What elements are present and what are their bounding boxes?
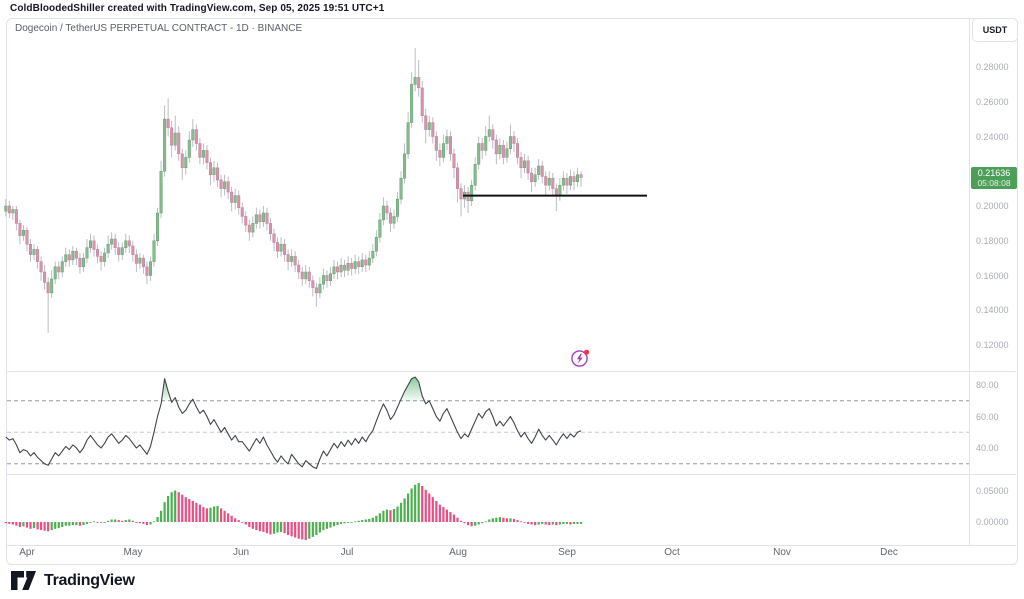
rsi-axis-label: 40.00 — [976, 443, 999, 453]
month-label: Oct — [664, 547, 680, 558]
month-label: Nov — [773, 547, 791, 558]
price-axis-label: 0.26000 — [976, 96, 1009, 107]
price-axis-label: 0.20000 — [976, 201, 1009, 211]
price-axis-label: 0.16000 — [976, 270, 1009, 281]
notification-dot — [584, 349, 590, 355]
symbol-title: Dogecoin / TetherUS PERPETUAL CONTRACT -… — [15, 23, 303, 34]
bar-close-countdown: 05:08:08 — [977, 177, 1011, 188]
tradingview-logo-text: TradingView — [44, 571, 135, 589]
lightning-icon — [571, 349, 590, 367]
attribution-text: ColdBloodedShiller created with TradingV… — [10, 3, 385, 14]
macd-axis-label: 0.05000 — [976, 486, 1009, 496]
price-axis-label: 0.28000 — [976, 62, 1009, 72]
month-label: May — [123, 547, 143, 558]
rsi-axis-label: 60.00 — [976, 411, 999, 422]
month-label: Aug — [449, 547, 467, 558]
month-label: Apr — [19, 547, 35, 558]
price-axis-label: 0.12000 — [976, 340, 1009, 350]
rsi-axis-label: 80.00 — [976, 380, 999, 390]
current-price-tag: 0.21636 05:08:08 — [971, 166, 1017, 189]
price-axis-label: 0.24000 — [976, 131, 1009, 142]
tradingview-mark — [11, 571, 36, 590]
footer-logo[interactable]: TradingView — [10, 570, 135, 591]
price-axis-label: 0.14000 — [976, 305, 1009, 316]
month-label: Dec — [880, 547, 898, 558]
current-price-value: 0.21636 — [977, 167, 1011, 178]
month-label: Jun — [232, 547, 250, 558]
boost-button[interactable] — [570, 348, 591, 369]
month-label: Sep — [558, 547, 576, 558]
month-label: Jul — [340, 547, 354, 558]
macd-axis-label: 0.00000 — [976, 517, 1009, 527]
currency-unit-box: USDT — [972, 18, 1018, 42]
chart-widget: Dogecoin / TetherUS PERPETUAL CONTRACT -… — [6, 18, 1018, 565]
currency-unit-label: USDT — [982, 25, 1008, 35]
price-axis-label: 0.18000 — [976, 235, 1009, 246]
